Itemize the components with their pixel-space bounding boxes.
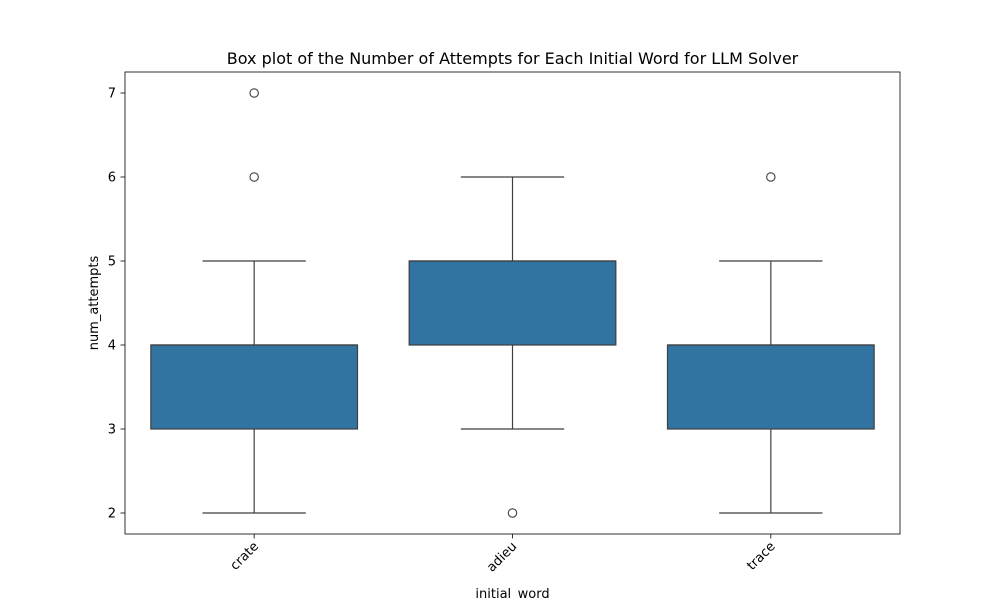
y-tick-label: 5 bbox=[108, 255, 116, 270]
y-axis: 2 3 4 5 6 7 bbox=[108, 87, 125, 522]
x-tick-label: trace bbox=[744, 539, 778, 573]
outlier-point bbox=[249, 172, 259, 182]
box-iqr bbox=[408, 260, 617, 346]
y-tick-label: 7 bbox=[108, 87, 116, 102]
box-iqr bbox=[150, 344, 359, 430]
x-tick-label: adieu bbox=[484, 539, 520, 575]
chart-title: Box plot of the Number of Attempts for E… bbox=[227, 49, 799, 68]
box-group-crate bbox=[150, 88, 359, 514]
x-axis: crate adieu trace bbox=[228, 534, 779, 575]
x-tick-label: crate bbox=[228, 539, 262, 573]
y-tick-label: 6 bbox=[108, 171, 116, 186]
outlier-point bbox=[766, 172, 776, 182]
boxes-layer bbox=[150, 88, 875, 518]
box-iqr bbox=[666, 344, 875, 430]
outlier-point bbox=[507, 508, 518, 518]
y-tick-label: 3 bbox=[108, 423, 116, 438]
outlier-point bbox=[249, 88, 259, 98]
y-tick-label: 2 bbox=[108, 507, 116, 522]
x-axis-label: initial_word bbox=[475, 587, 549, 600]
y-axis-label: num_attempts bbox=[87, 255, 102, 350]
y-tick-label: 4 bbox=[108, 339, 116, 354]
box-group-adieu bbox=[408, 176, 617, 518]
box-group-trace bbox=[666, 172, 875, 514]
